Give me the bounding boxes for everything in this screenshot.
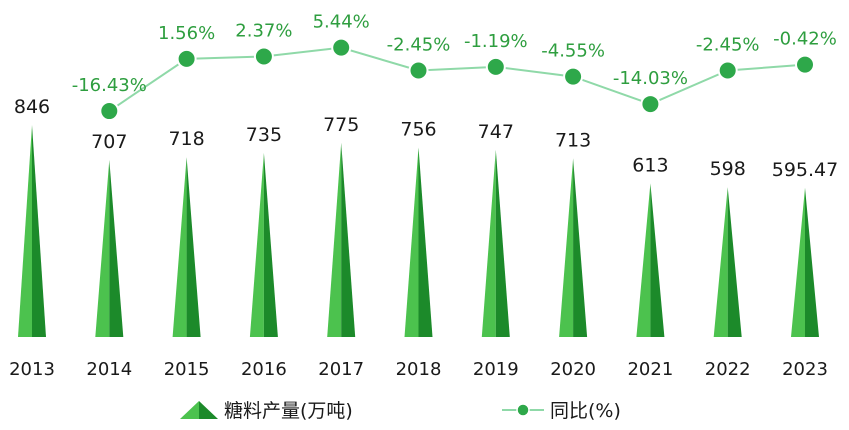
legend-bar-swatch-right (199, 401, 218, 419)
bar-value-label: 735 (246, 124, 282, 146)
x-tick-label: 2016 (241, 359, 287, 380)
bar-value-label: 595.47 (772, 159, 838, 181)
x-tick-label: 2017 (318, 359, 364, 380)
bar-left-face (791, 187, 805, 337)
x-tick-label: 2022 (705, 359, 751, 380)
bar-value-label: 613 (632, 154, 668, 176)
x-axis-ticks: 2013 2014 2015 2016 2017 2018 2019 2020 2021 2022… (9, 359, 828, 380)
bar-left-face (713, 187, 728, 337)
yoy-pct-label: 5.44% (313, 12, 370, 33)
yoy-marker (563, 66, 584, 87)
bar-right-face (186, 157, 201, 337)
bar-right-face (727, 187, 742, 337)
yoy-marker (717, 60, 738, 81)
bar-value-label: 718 (168, 128, 204, 150)
bar-value-label: 713 (555, 129, 591, 151)
bar-right-face (32, 125, 46, 337)
bar-right-face (650, 183, 665, 337)
bar-left-face (404, 147, 419, 337)
yoy-pct-label: -14.03% (613, 68, 688, 89)
line-layer (99, 37, 815, 122)
x-tick-label: 2013 (9, 359, 55, 380)
legend-marker-swatch (516, 403, 530, 417)
bar-right-face (263, 152, 278, 337)
x-tick-label: 2021 (627, 359, 673, 380)
bar-left-face (559, 158, 574, 337)
bar-right-face (805, 187, 819, 337)
yoy-marker (408, 60, 429, 81)
yoy-line (108, 46, 806, 112)
x-tick-label: 2020 (550, 359, 596, 380)
labels-layer: 846 707 718 735 775 756 747 713 613 598 595.47 -16.… (14, 12, 838, 181)
bar-left-face (95, 159, 110, 337)
yoy-pct-label: 2.37% (235, 21, 292, 42)
yoy-marker (640, 94, 661, 115)
yoy-marker (485, 56, 506, 77)
bar-value-label: 747 (478, 121, 514, 143)
x-tick-label: 2015 (164, 359, 210, 380)
bar-value-label: 707 (91, 131, 127, 153)
bar-left-face (636, 183, 651, 337)
bar-left-face (18, 125, 32, 337)
yoy-pct-label: -16.43% (72, 75, 147, 96)
yoy-marker (176, 48, 197, 69)
bar-right-face (418, 147, 433, 337)
yoy-pct-label: 1.56% (158, 23, 215, 44)
bar-left-face (327, 142, 342, 337)
x-tick-label: 2018 (396, 359, 442, 380)
bar-left-face (481, 149, 496, 337)
legend: 糖料产量(万吨) 同比(%) (180, 400, 621, 422)
legend-item-yoy: 同比(%) (502, 400, 621, 422)
legend-bar-swatch-left (180, 401, 199, 419)
bar-value-label: 846 (14, 96, 50, 118)
bar-right-face (573, 158, 588, 337)
bar-right-face (341, 142, 356, 337)
bars-layer (18, 125, 819, 337)
x-tick-label: 2019 (473, 359, 519, 380)
legend-label-production: 糖料产量(万吨) (224, 400, 353, 422)
yoy-pct-label: -1.19% (464, 31, 528, 52)
yoy-pct-label: -4.55% (541, 41, 605, 62)
yoy-marker (253, 46, 274, 67)
legend-item-production: 糖料产量(万吨) (180, 400, 353, 422)
x-tick-label: 2023 (782, 359, 828, 380)
bar-left-face (172, 157, 187, 337)
bar-right-face (495, 149, 510, 337)
legend-label-yoy: 同比(%) (550, 400, 621, 422)
bar-value-label: 598 (710, 158, 746, 180)
yoy-pct-label: -0.42% (773, 29, 837, 50)
bar-right-face (109, 159, 124, 337)
bar-value-label: 756 (400, 119, 436, 141)
yoy-pct-label: -2.45% (387, 35, 451, 56)
yoy-marker (795, 54, 815, 75)
yoy-marker (99, 101, 120, 122)
bar-value-label: 775 (323, 114, 359, 136)
x-tick-label: 2014 (86, 359, 132, 380)
yoy-pct-label: -2.45% (696, 35, 760, 56)
bar-left-face (249, 152, 264, 337)
yoy-marker (331, 37, 352, 58)
